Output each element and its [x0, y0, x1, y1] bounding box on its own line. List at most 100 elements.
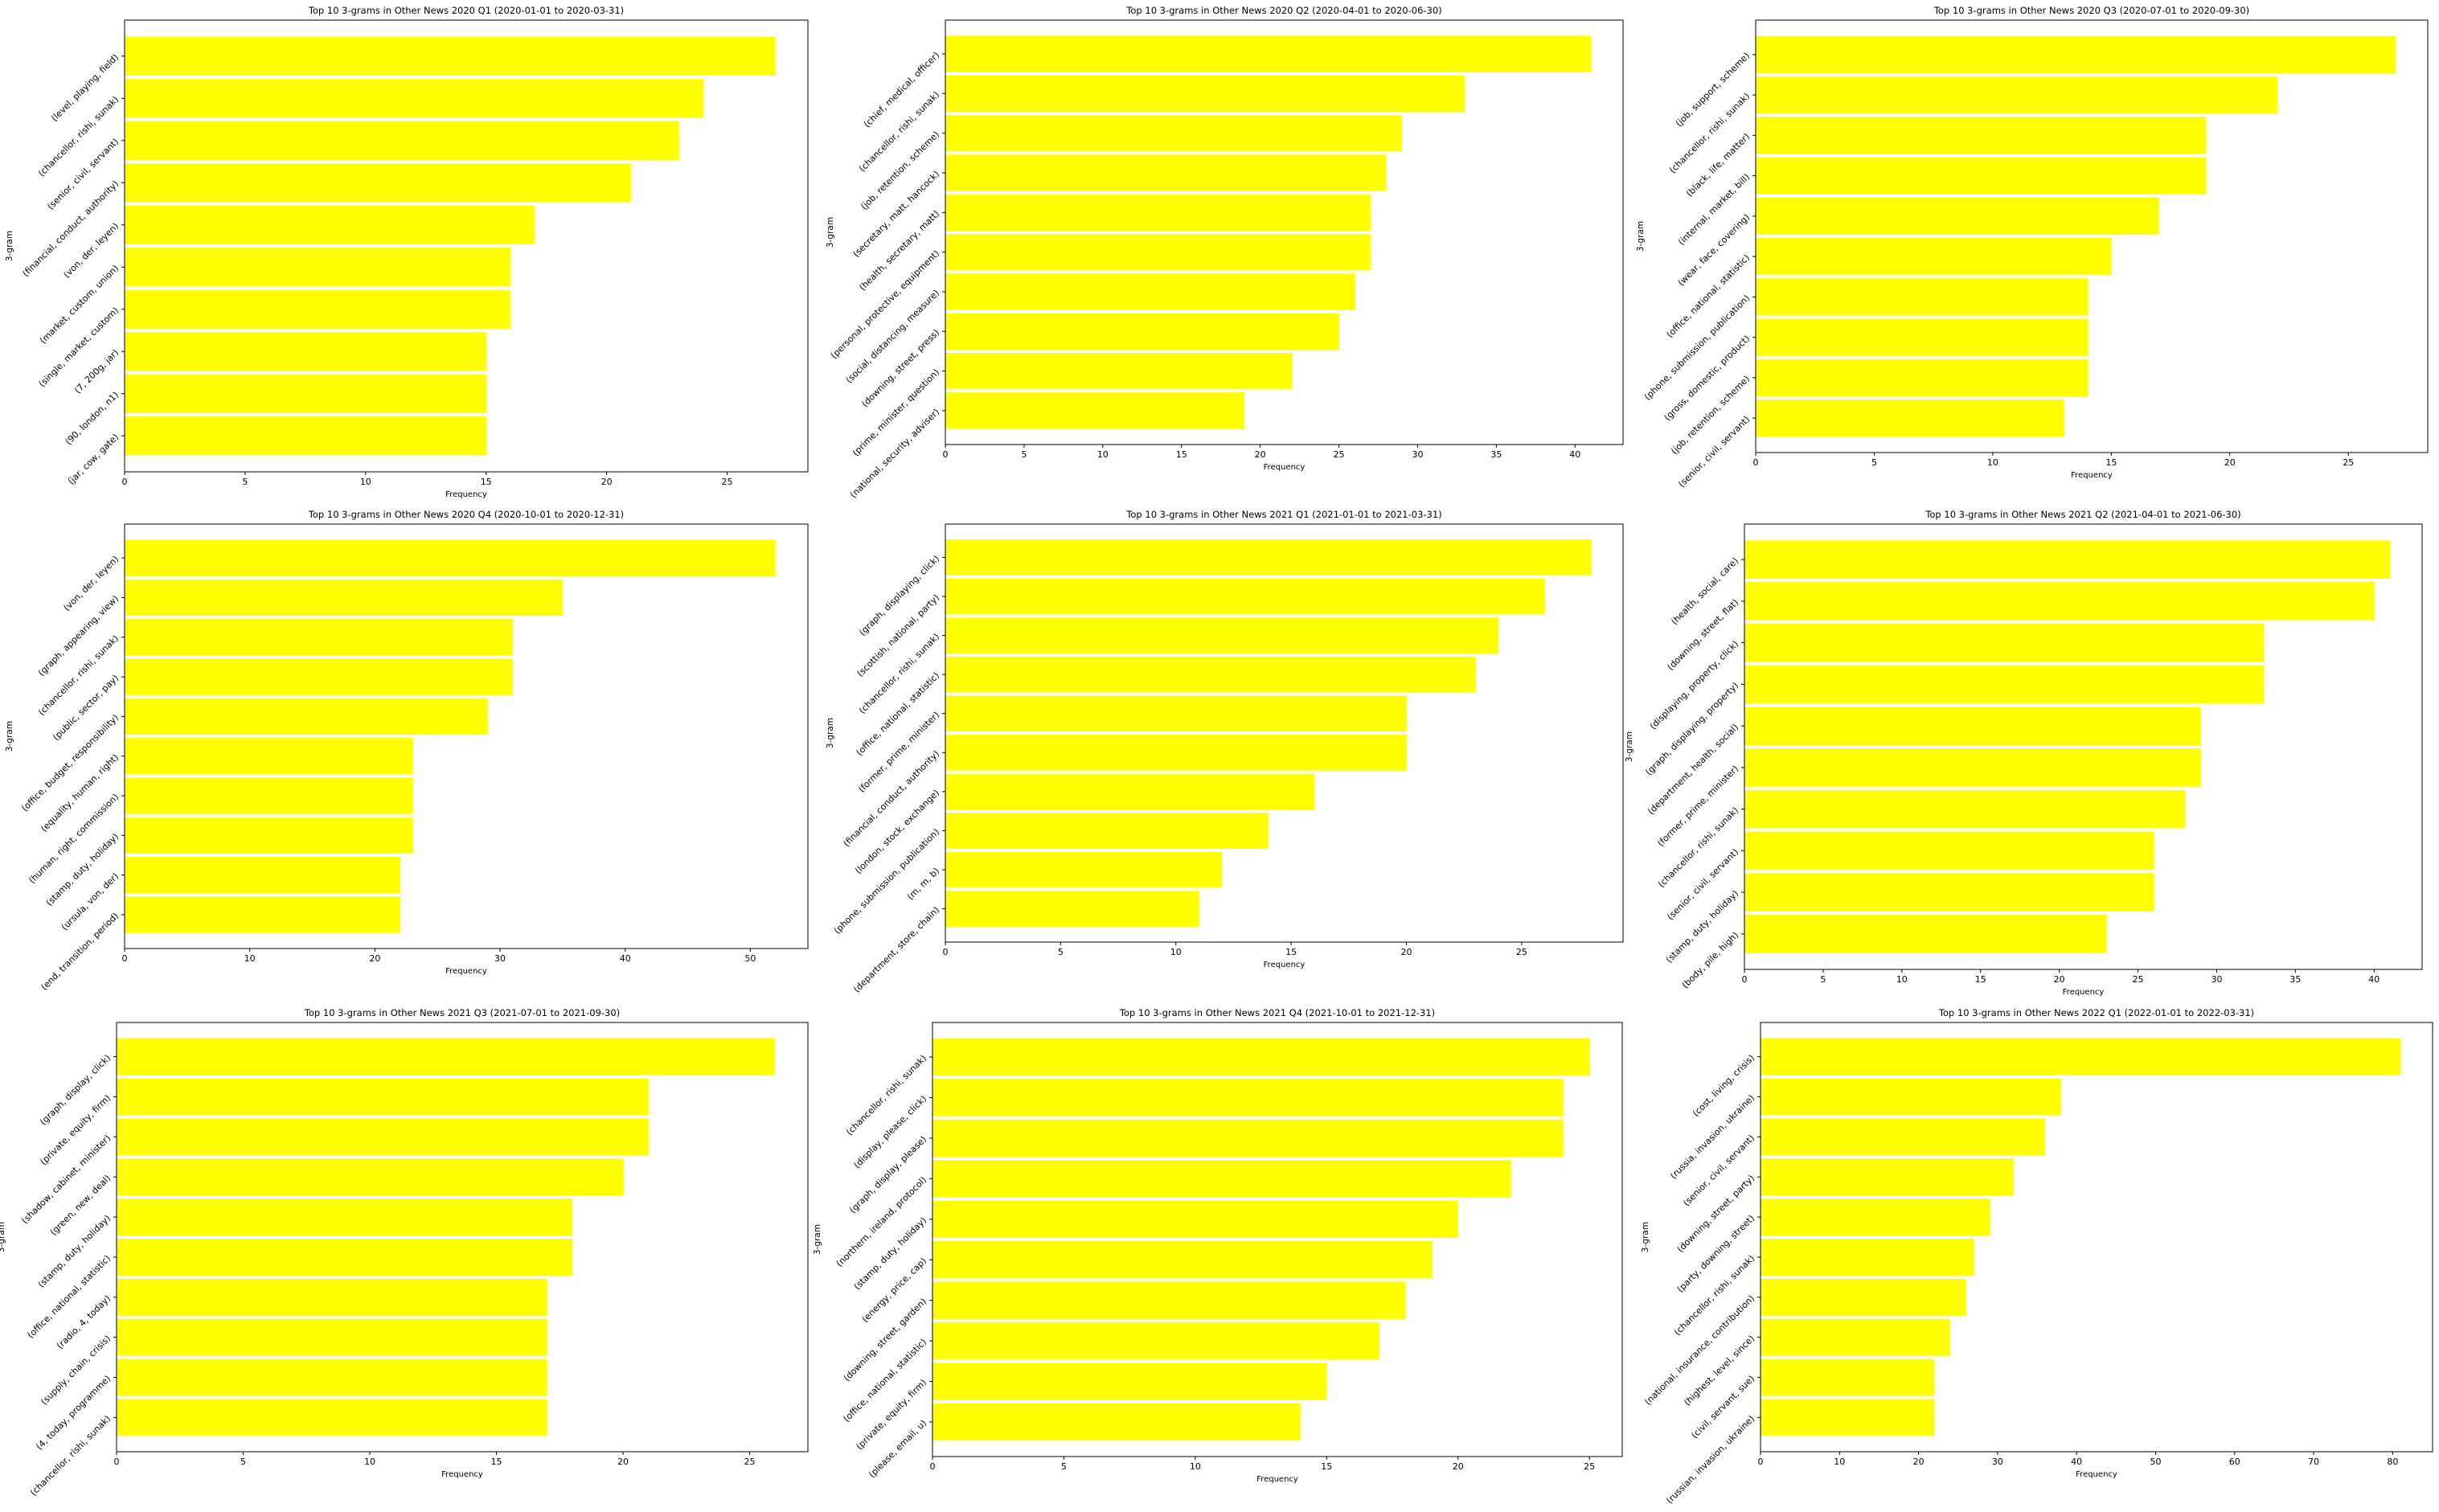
- bar: [945, 115, 1402, 152]
- plot-frame: [1755, 19, 2429, 453]
- bar: [117, 1118, 649, 1156]
- y-tick-label: (former, prime, minister): [1655, 764, 1740, 849]
- y-tick-label: (scottish, national, party): [855, 592, 942, 679]
- bar: [1761, 1199, 1990, 1236]
- bar: [1744, 623, 2265, 662]
- bar: [125, 248, 510, 287]
- y-tick-label: (single, market, custom): [37, 305, 121, 389]
- bar: [1756, 318, 2088, 356]
- x-tick-label: 5: [1058, 947, 1064, 957]
- bar: [933, 1241, 1433, 1279]
- y-tick-label: (downing, street, press): [859, 327, 941, 409]
- x-tick-label: 10: [1170, 947, 1182, 957]
- bar: [1761, 1078, 2061, 1116]
- bar: [945, 734, 1407, 771]
- bar: [1756, 35, 2396, 73]
- x-tick-label: 0: [943, 947, 949, 957]
- y-tick-label: (4, today, programme): [34, 1373, 113, 1452]
- x-tick-label: 5: [240, 1457, 246, 1467]
- x-tick-label: 30: [494, 953, 506, 964]
- chart-title: Top 10 3-grams in Other News 2022 Q1 (20…: [1938, 1007, 2254, 1018]
- x-tick-label: 20: [2224, 457, 2236, 468]
- x-tick-label: 25: [1584, 1461, 1595, 1472]
- chart-panel: Top 10 3-grams in Other News 2021 Q1 (20…: [826, 509, 1624, 994]
- x-tick-label: 25: [1334, 449, 1345, 460]
- y-tick-label: (downing, street, party): [1675, 1173, 1756, 1254]
- y-tick-label: (office, national, statistic): [841, 1337, 928, 1424]
- x-tick-label: 30: [1412, 449, 1423, 460]
- y-tick-label: (chancellor, rishi, sunak): [36, 94, 121, 178]
- y-tick-label: (job, support, scheme): [1674, 51, 1752, 129]
- bar: [1756, 157, 2207, 195]
- bar: [945, 813, 1269, 849]
- x-tick-label: 40: [2368, 974, 2380, 985]
- bar: [933, 1403, 1301, 1441]
- bar: [125, 737, 413, 775]
- x-tick-label: 10: [1896, 974, 1908, 985]
- x-tick-label: 70: [2308, 1457, 2319, 1467]
- y-tick-label: (chancellor, rishi, sunak): [844, 1053, 928, 1137]
- x-tick-label: 5: [1820, 974, 1826, 985]
- x-tick-label: 10: [1834, 1457, 1845, 1467]
- x-tick-label: 5: [1871, 457, 1877, 468]
- y-axis-label: 3-gram: [1636, 221, 1646, 252]
- bar: [1744, 915, 2107, 953]
- y-tick-label: (equality, human, right): [39, 752, 121, 834]
- bar: [125, 205, 535, 244]
- bar: [1756, 197, 2159, 235]
- chart-panel: Top 10 3-grams in Other News 2020 Q2 (20…: [826, 5, 1624, 500]
- bar: [125, 289, 510, 329]
- chart-panel: Top 10 3-grams in Other News 2020 Q4 (20…: [5, 509, 809, 992]
- y-tick-label: (displaying, property, click): [1648, 639, 1740, 731]
- x-tick-label: 25: [2133, 974, 2144, 985]
- bar: [125, 817, 413, 854]
- x-tick-label: 20: [601, 477, 613, 487]
- y-tick-label: (senior, civil, servant): [45, 137, 121, 212]
- y-axis-label: 3-gram: [5, 231, 14, 261]
- chart-panel: Top 10 3-grams in Other News 2020 Q1 (20…: [5, 5, 809, 499]
- x-axis-label: Frequency: [445, 490, 487, 499]
- y-tick-label: (internal, market, bill): [1676, 172, 1752, 248]
- bar: [945, 656, 1476, 693]
- y-tick-label: (m, m, b): [905, 866, 941, 902]
- bar: [933, 1119, 1564, 1158]
- bar: [125, 332, 486, 371]
- bar: [1744, 873, 2154, 912]
- y-tick-label: (supply, chain, crisis): [39, 1334, 113, 1408]
- y-tick-label: (highest, level, since): [1682, 1334, 1756, 1408]
- x-tick-label: 0: [122, 477, 128, 487]
- bar: [933, 1321, 1379, 1360]
- y-tick-label: (private, equity, firm): [854, 1377, 928, 1452]
- bar: [1756, 117, 2207, 154]
- y-tick-label: (gross, domestic, product): [1662, 334, 1752, 424]
- x-tick-label: 20: [2054, 974, 2065, 985]
- x-tick-label: 5: [242, 477, 248, 487]
- x-tick-label: 0: [122, 953, 128, 964]
- bar: [1761, 1399, 1935, 1436]
- bar: [117, 1199, 573, 1236]
- plot-frame: [945, 523, 1624, 943]
- bar: [945, 233, 1371, 271]
- bar: [945, 773, 1314, 810]
- x-tick-label: 60: [2229, 1457, 2240, 1467]
- x-tick-label: 40: [2071, 1457, 2082, 1467]
- x-tick-label: 25: [2343, 457, 2354, 468]
- x-tick-label: 35: [2289, 974, 2301, 985]
- bar: [125, 579, 563, 617]
- y-tick-label: (chancellor, rishi, sunak): [857, 632, 941, 716]
- bar: [1756, 238, 2112, 276]
- y-tick-label: (party, downing, street): [1675, 1213, 1756, 1294]
- chart-panel: Top 10 3-grams in Other News 2021 Q2 (20…: [1625, 509, 2423, 997]
- y-tick-label: (stamp, duty, holiday): [1664, 888, 1740, 965]
- bar: [1761, 1118, 2045, 1156]
- plot-frame: [124, 523, 809, 949]
- y-tick-label: (chancellor, rishi, sunak): [1672, 1253, 1756, 1338]
- x-axis-label: Frequency: [2063, 988, 2105, 997]
- y-tick-label: (chancellor, rishi, sunak): [857, 89, 941, 174]
- chart-title: Top 10 3-grams in Other News 2021 Q2 (20…: [1925, 509, 2240, 520]
- x-tick-label: 50: [2150, 1457, 2161, 1467]
- bar: [945, 352, 1292, 390]
- y-axis-label: 3-gram: [5, 721, 14, 752]
- x-tick-label: 5: [1021, 449, 1027, 460]
- x-tick-label: 25: [1516, 947, 1527, 957]
